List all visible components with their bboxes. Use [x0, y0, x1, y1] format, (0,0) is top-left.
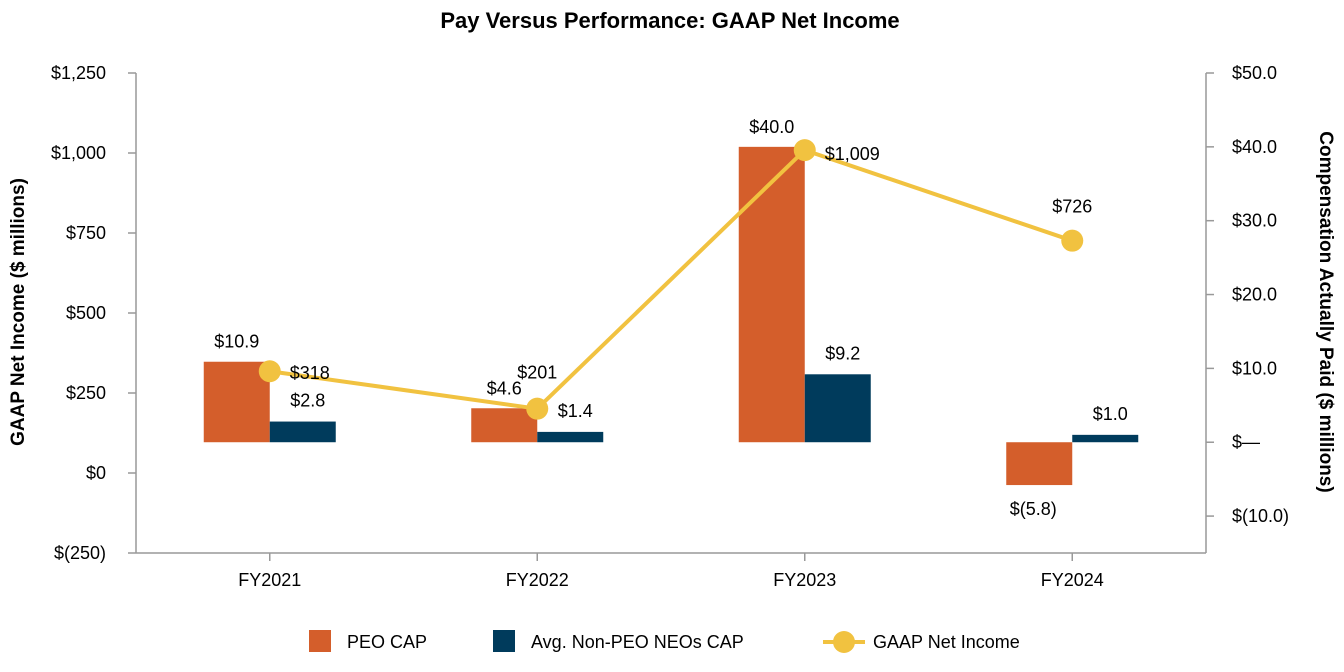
bar-non-peo-cap: [1072, 434, 1139, 443]
y-right-tick-label: $50.0: [1232, 63, 1277, 83]
bar-data-label: $1.0: [1093, 404, 1128, 424]
line-data-label: $726: [1052, 197, 1092, 217]
chart-title: Pay Versus Performance: GAAP Net Income: [440, 8, 899, 33]
line-data-label: $201: [517, 363, 557, 383]
bar-peo-cap: [203, 361, 270, 443]
x-tick-label: FY2022: [506, 570, 569, 590]
bar-data-label: $1.4: [558, 401, 593, 421]
line-point-gaap-net-income: [793, 139, 816, 162]
bar-peo-cap: [1006, 442, 1073, 486]
line-gaap-net-income: [269, 147, 1073, 411]
y-left-tick-label: $1,000: [51, 143, 106, 163]
line-data-label: $1,009: [825, 144, 880, 164]
bar-non-peo-cap: [804, 374, 871, 443]
y-right-tick-label: $20.0: [1232, 285, 1277, 305]
line-point-gaap-net-income: [526, 397, 549, 420]
bar-non-peo-cap: [269, 421, 336, 443]
x-tick-label: FY2021: [238, 570, 301, 590]
legend-marker-gaap-net-income: [833, 631, 855, 653]
y-axis-left-label: GAAP Net Income ($ millions): [8, 178, 29, 446]
bar-data-label: $2.8: [290, 391, 325, 411]
line-point-gaap-net-income: [1061, 229, 1084, 252]
y-left-tick-label: $1,250: [51, 63, 106, 83]
bar-data-label: $4.6: [487, 378, 522, 398]
x-tick-label: FY2023: [773, 570, 836, 590]
y-axis-right-label: Compensation Actually Paid ($ millions): [1315, 131, 1336, 492]
y-left-tick-label: $250: [66, 383, 106, 403]
bar-data-label: $40.0: [749, 117, 794, 137]
y-left-tick-label: $0: [86, 463, 106, 483]
y-left-tick-label: $500: [66, 303, 106, 323]
y-right-tick-label: $(10.0): [1232, 506, 1289, 526]
legend-label-gaap-net-income: GAAP Net Income: [873, 632, 1020, 652]
bar-peo-cap: [738, 146, 805, 443]
y-left-tick-label: $750: [66, 223, 106, 243]
bar-peo-cap: [471, 408, 538, 443]
legend-swatch-peo-cap: [309, 630, 331, 652]
y-right-tick-label: $40.0: [1232, 137, 1277, 157]
legend: PEO CAP Avg. Non-PEO NEOs CAP GAAP Net Inc…: [309, 630, 1020, 653]
y-right-tick-label: $10.0: [1232, 358, 1277, 378]
y-left-tick-label: $(250): [54, 543, 106, 563]
legend-swatch-non-peo-cap: [493, 630, 515, 652]
bar-data-label: $9.2: [825, 343, 860, 363]
y-right-tick-label: $—: [1232, 432, 1260, 452]
x-tick-label: FY2024: [1041, 570, 1104, 590]
legend-label-peo-cap: PEO CAP: [347, 632, 427, 652]
line-point-gaap-net-income: [258, 360, 281, 383]
plot-area: $1,250 $1,000 $750 $500 $250 $0 $(250) $50.0 $40…: [51, 63, 1289, 590]
y-right-tick-label: $30.0: [1232, 211, 1277, 231]
legend-label-non-peo-cap: Avg. Non-PEO NEOs CAP: [531, 632, 744, 652]
line-data-label: $318: [290, 363, 330, 383]
bar-data-label: $10.9: [214, 332, 259, 352]
bar-data-label: $(5.8): [1010, 499, 1057, 519]
bar-non-peo-cap: [537, 431, 604, 443]
